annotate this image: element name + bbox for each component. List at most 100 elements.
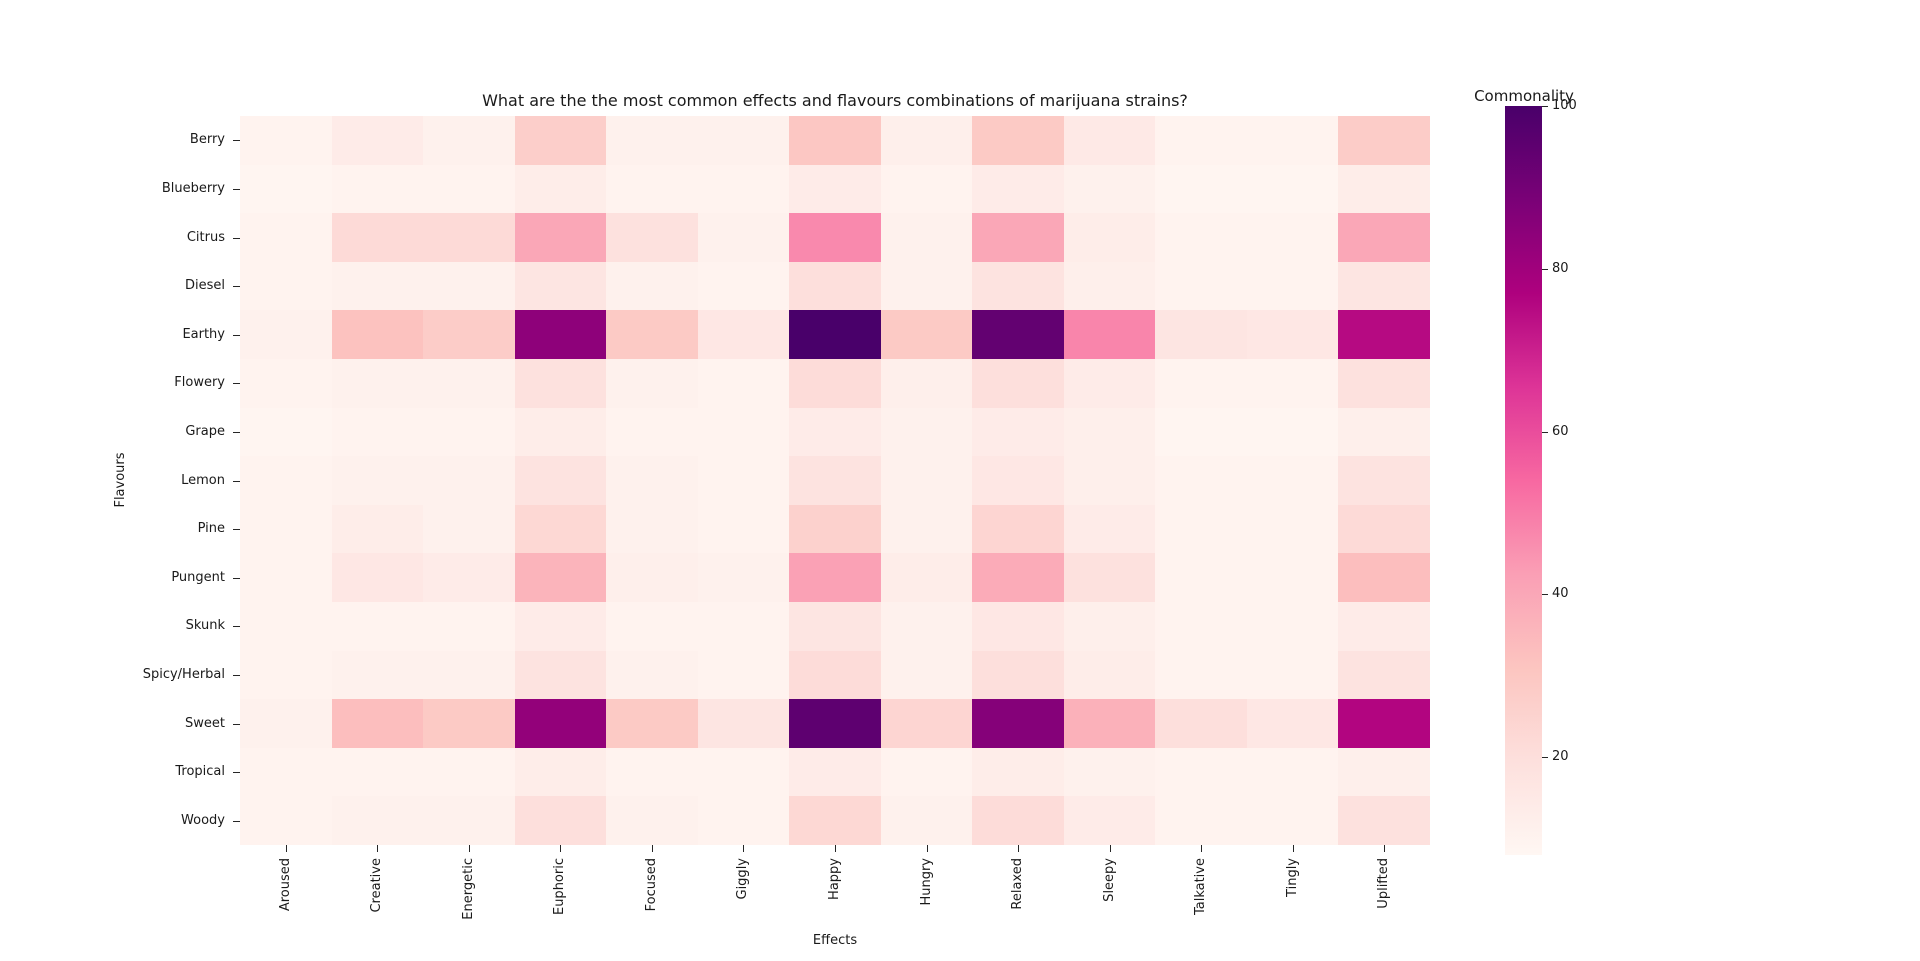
heatmap-cell (1155, 164, 1247, 214)
heatmap-cell (1338, 213, 1430, 262)
heatmap-cell (1063, 699, 1156, 748)
heatmap-cell (789, 650, 881, 700)
y-tick-mark (233, 480, 240, 482)
heatmap-cell (423, 213, 515, 262)
y-tick-label: Woody (181, 812, 225, 828)
heatmap-cell (514, 116, 607, 165)
heatmap-cell (423, 699, 515, 748)
heatmap-cell (789, 504, 881, 554)
y-tick-mark (233, 577, 240, 579)
heatmap-cell (331, 796, 424, 845)
heatmap-cell (880, 164, 973, 214)
y-tick-mark (233, 529, 240, 531)
heatmap-cell (880, 796, 973, 845)
y-tick-label: Grape (185, 423, 225, 439)
y-tick-label: Earthy (182, 326, 225, 342)
heatmap-cell (972, 601, 1064, 651)
heatmap-cell (972, 796, 1064, 845)
x-tick-mark (743, 845, 745, 852)
x-tick-label: Focused (643, 858, 659, 912)
y-tick-mark (233, 674, 240, 676)
heatmap-cell (331, 650, 424, 700)
heatmap-cell (880, 601, 973, 651)
heatmap-cell (697, 407, 790, 457)
heatmap-cell (240, 747, 332, 797)
heatmap-cell (789, 164, 881, 214)
heatmap-cell (697, 116, 790, 165)
heatmap-cell (331, 456, 424, 505)
colorbar-tick-label: 100 (1552, 98, 1577, 113)
heatmap-cell (240, 261, 332, 311)
heatmap-cell (606, 650, 698, 700)
heatmap-cell (1155, 310, 1247, 359)
heatmap-cell (606, 601, 698, 651)
heatmap-cell (240, 504, 332, 554)
heatmap-cell (697, 796, 790, 845)
heatmap-cell (880, 213, 973, 262)
heatmap-cell (1246, 747, 1339, 797)
heatmap-cell (880, 310, 973, 359)
heatmap-cell (789, 213, 881, 262)
heatmap-cell (240, 699, 332, 748)
heatmap-cell (240, 116, 332, 165)
heatmap-cell (972, 747, 1064, 797)
heatmap-cell (1063, 407, 1156, 457)
heatmap-cell (1338, 407, 1430, 457)
heatmap-cell (697, 261, 790, 311)
heatmap-cell (1063, 116, 1156, 165)
heatmap-cell (1155, 747, 1247, 797)
x-tick-mark (1201, 845, 1203, 852)
heatmap-cell (1155, 650, 1247, 700)
x-tick-mark (1109, 845, 1111, 852)
y-tick-mark (233, 820, 240, 822)
heatmap-cell (1338, 456, 1430, 505)
y-tick-mark (233, 286, 240, 288)
heatmap-cell (240, 456, 332, 505)
x-tick-label: Uplifted (1376, 858, 1392, 909)
heatmap-cell (697, 504, 790, 554)
heatmap-cell (880, 358, 973, 408)
heatmap-cell (606, 504, 698, 554)
x-tick-label: Tingly (1284, 858, 1300, 897)
colorbar-tick-mark (1542, 757, 1548, 759)
heatmap-cell (1338, 796, 1430, 845)
x-tick-label: Relaxed (1010, 858, 1026, 910)
heatmap-cell (423, 116, 515, 165)
heatmap-cell (880, 650, 973, 700)
heatmap-cell (1155, 504, 1247, 554)
x-tick-mark (835, 845, 836, 852)
heatmap-cell (972, 310, 1064, 359)
heatmap-cell (423, 504, 515, 554)
y-tick-label: Citrus (186, 229, 225, 245)
heatmap-cell (1063, 504, 1156, 554)
heatmap-cell (1155, 601, 1247, 651)
heatmap-cell (880, 747, 973, 797)
x-tick-mark (1292, 845, 1294, 852)
heatmap-cell (240, 164, 332, 214)
colorbar-tick-mark (1542, 268, 1548, 270)
heatmap-cell (514, 456, 607, 505)
heatmap-cell (1246, 553, 1339, 602)
heatmap-cell (1338, 261, 1430, 311)
heatmap-cell (1155, 213, 1247, 262)
heatmap-cell (1063, 601, 1156, 651)
heatmap-cell (1338, 650, 1430, 700)
heatmap-cell (697, 601, 790, 651)
y-tick-label: Tropical (175, 764, 225, 780)
x-tick-mark (377, 845, 379, 852)
heatmap-cell (331, 553, 424, 602)
heatmap-cell (514, 601, 607, 651)
x-axis-title: Effects (812, 933, 858, 948)
y-tick-label: Flowery (174, 375, 225, 391)
heatmap-cell (240, 310, 332, 359)
y-axis-title: Flavours (113, 452, 128, 508)
heatmap-cell (1063, 650, 1156, 700)
heatmap-cell (972, 456, 1064, 505)
colorbar-title: Commonality (1474, 87, 1574, 105)
heatmap-cell (972, 164, 1064, 214)
y-tick-label: Lemon (181, 472, 225, 488)
heatmap-cell (972, 261, 1064, 311)
heatmap-cell (514, 504, 607, 554)
y-tick-mark (233, 237, 240, 239)
heatmap-cell (880, 553, 973, 602)
